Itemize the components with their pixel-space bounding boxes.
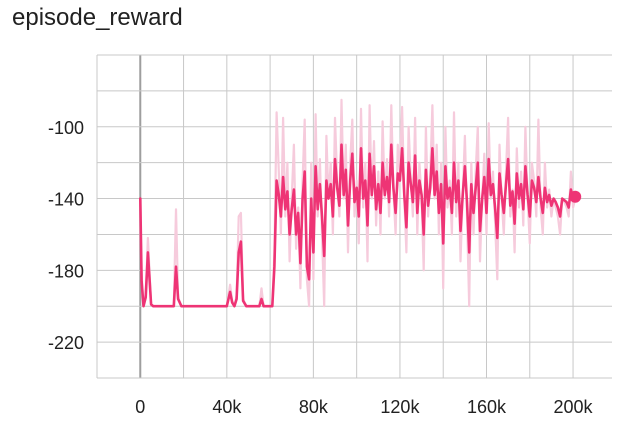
smoothed-series-group bbox=[139, 143, 582, 308]
x-tick-label: 160k bbox=[467, 397, 507, 417]
y-tick-label: -140 bbox=[48, 190, 84, 210]
y-tick-label: -100 bbox=[48, 118, 84, 138]
x-tick-label: 80k bbox=[299, 397, 329, 417]
smoothed-series-line bbox=[139, 143, 577, 308]
chart-title: episode_reward bbox=[12, 4, 183, 31]
y-tick-label: -180 bbox=[48, 261, 84, 281]
x-axis: 0 40k 80k 120k 160k 200k bbox=[135, 397, 593, 417]
x-tick-label: 0 bbox=[135, 397, 145, 417]
series-end-marker bbox=[569, 190, 582, 203]
x-tick-label: 120k bbox=[380, 397, 420, 417]
x-tick-label: 200k bbox=[554, 397, 594, 417]
y-tick-label: -220 bbox=[48, 333, 84, 353]
y-axis: -100 -140 -180 -220 bbox=[48, 118, 84, 353]
x-tick-label: 40k bbox=[212, 397, 242, 417]
